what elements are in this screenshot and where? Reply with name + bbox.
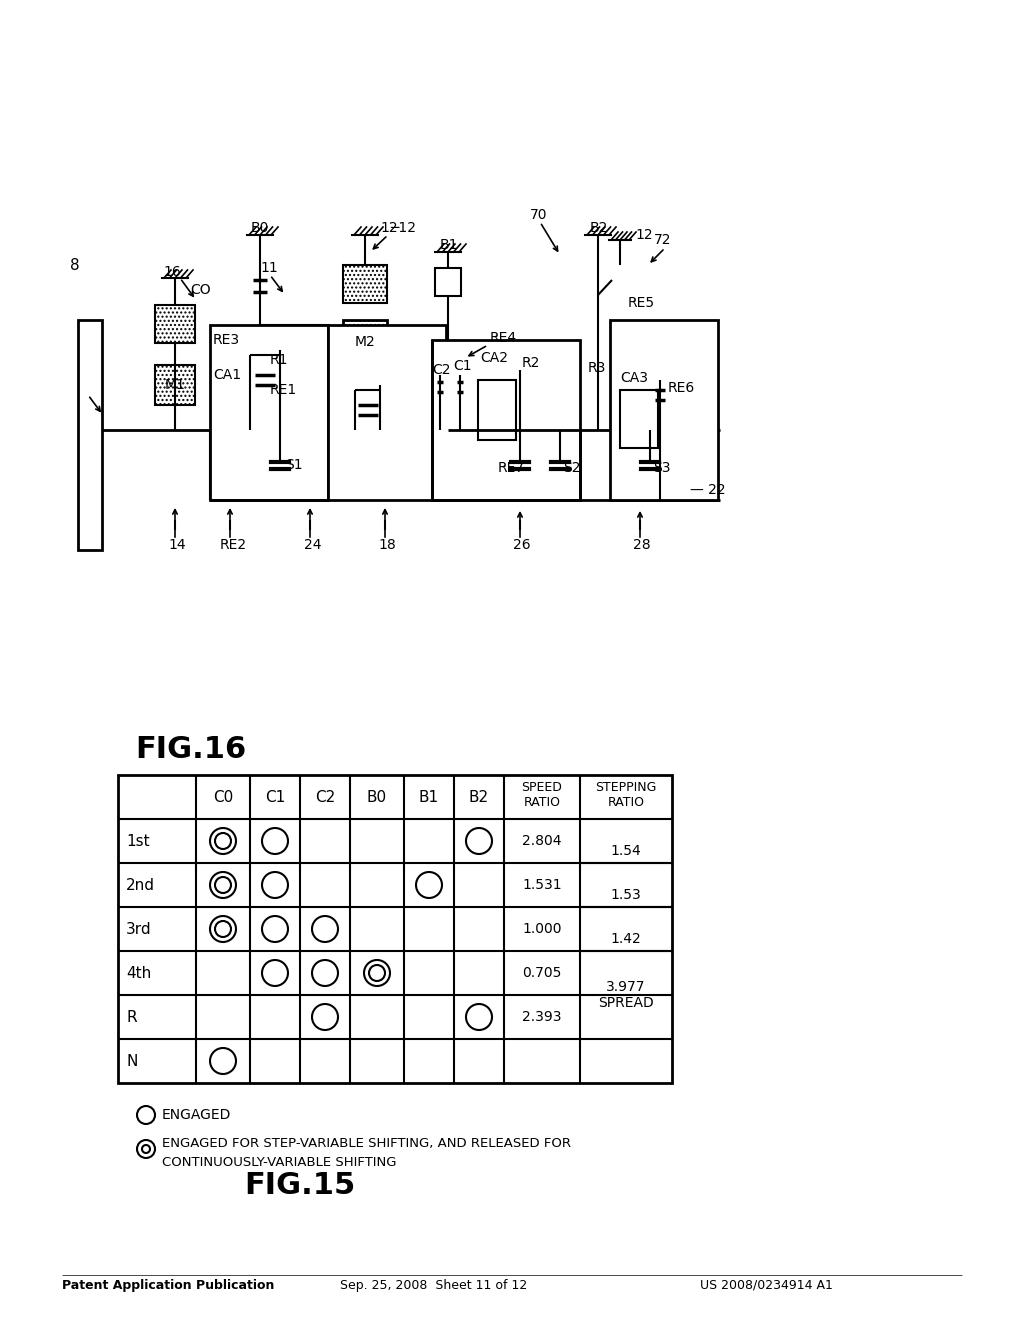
Text: 16: 16 bbox=[163, 265, 181, 279]
Text: — 22: — 22 bbox=[690, 483, 726, 498]
Text: R1: R1 bbox=[270, 352, 289, 367]
Bar bbox=[78, 319, 102, 550]
Text: 1st: 1st bbox=[126, 833, 150, 849]
Text: STEPPING: STEPPING bbox=[595, 781, 656, 793]
Text: 12: 12 bbox=[380, 220, 397, 235]
Text: M2: M2 bbox=[354, 335, 376, 348]
Bar bbox=[328, 325, 446, 500]
Text: CONTINUOUSLY-VARIABLE SHIFTING: CONTINUOUSLY-VARIABLE SHIFTING bbox=[162, 1156, 396, 1170]
Text: CA2: CA2 bbox=[480, 351, 508, 366]
Text: C1: C1 bbox=[265, 789, 285, 804]
Text: 24: 24 bbox=[304, 539, 322, 552]
Text: 14: 14 bbox=[168, 539, 185, 552]
Text: C0: C0 bbox=[213, 789, 233, 804]
Text: RE5: RE5 bbox=[628, 296, 655, 310]
Bar bbox=[118, 775, 672, 1082]
Text: 1.53: 1.53 bbox=[610, 888, 641, 902]
Text: B2: B2 bbox=[590, 220, 608, 235]
Text: B0: B0 bbox=[251, 220, 269, 235]
Text: 1.42: 1.42 bbox=[610, 932, 641, 946]
Bar bbox=[343, 319, 387, 364]
Bar bbox=[478, 380, 516, 440]
Bar bbox=[620, 389, 658, 447]
Text: C2: C2 bbox=[432, 363, 451, 378]
Text: ─12: ─12 bbox=[390, 220, 416, 235]
Text: 18: 18 bbox=[378, 539, 395, 552]
Text: Patent Application Publication: Patent Application Publication bbox=[62, 1279, 274, 1291]
Text: FIG.16: FIG.16 bbox=[135, 735, 246, 764]
Text: B1: B1 bbox=[440, 238, 459, 252]
Text: S1: S1 bbox=[285, 458, 303, 473]
Bar bbox=[343, 265, 387, 304]
Text: 2.393: 2.393 bbox=[522, 1010, 562, 1024]
Text: CO: CO bbox=[190, 282, 211, 297]
Bar bbox=[435, 268, 461, 296]
Text: CA1: CA1 bbox=[213, 368, 241, 381]
Bar bbox=[610, 319, 718, 500]
Bar bbox=[432, 341, 580, 500]
Text: N: N bbox=[126, 1053, 137, 1068]
Text: B1: B1 bbox=[419, 789, 439, 804]
Text: B0: B0 bbox=[367, 789, 387, 804]
Text: SPREAD: SPREAD bbox=[598, 997, 654, 1010]
Text: R: R bbox=[126, 1010, 136, 1024]
Text: R3: R3 bbox=[588, 360, 606, 375]
Text: RE1: RE1 bbox=[270, 383, 297, 397]
Text: RE3: RE3 bbox=[213, 333, 240, 347]
Text: 2.804: 2.804 bbox=[522, 834, 562, 847]
Text: FIG.15: FIG.15 bbox=[245, 1171, 355, 1200]
Text: S2: S2 bbox=[563, 461, 581, 475]
Text: ENGAGED: ENGAGED bbox=[162, 1107, 231, 1122]
Text: RATIO: RATIO bbox=[607, 796, 644, 809]
Text: RE7: RE7 bbox=[498, 461, 525, 475]
Text: 2nd: 2nd bbox=[126, 878, 155, 892]
Bar bbox=[155, 366, 195, 405]
Bar bbox=[210, 325, 328, 500]
Text: 1.531: 1.531 bbox=[522, 878, 562, 892]
Bar bbox=[155, 305, 195, 343]
Text: 4th: 4th bbox=[126, 965, 152, 981]
Text: 1.54: 1.54 bbox=[610, 843, 641, 858]
Text: 70: 70 bbox=[530, 209, 548, 222]
Text: 28: 28 bbox=[633, 539, 650, 552]
Text: RE2: RE2 bbox=[220, 539, 247, 552]
Text: B2: B2 bbox=[469, 789, 489, 804]
Text: 0.705: 0.705 bbox=[522, 966, 562, 979]
Text: SPEED: SPEED bbox=[521, 781, 562, 793]
Text: C1: C1 bbox=[453, 359, 472, 374]
Text: R2: R2 bbox=[522, 356, 541, 370]
Text: CA3: CA3 bbox=[620, 371, 648, 385]
Text: M1: M1 bbox=[165, 378, 185, 392]
Text: 11: 11 bbox=[260, 261, 278, 275]
Text: 1.000: 1.000 bbox=[522, 921, 562, 936]
Text: ENGAGED FOR STEP-VARIABLE SHIFTING, AND RELEASED FOR: ENGAGED FOR STEP-VARIABLE SHIFTING, AND … bbox=[162, 1137, 571, 1150]
Text: S3: S3 bbox=[653, 461, 671, 475]
Text: US 2008/0234914 A1: US 2008/0234914 A1 bbox=[700, 1279, 833, 1291]
Text: RE6: RE6 bbox=[668, 381, 695, 395]
Text: 3.977: 3.977 bbox=[606, 979, 646, 994]
Text: 3rd: 3rd bbox=[126, 921, 152, 936]
Text: 72: 72 bbox=[654, 234, 672, 247]
Text: RE4: RE4 bbox=[490, 331, 517, 345]
Text: 8: 8 bbox=[70, 257, 80, 272]
Text: C2: C2 bbox=[314, 789, 335, 804]
Text: RATIO: RATIO bbox=[523, 796, 560, 809]
Text: 12: 12 bbox=[635, 228, 652, 242]
Text: 26: 26 bbox=[513, 539, 530, 552]
Text: Sep. 25, 2008  Sheet 11 of 12: Sep. 25, 2008 Sheet 11 of 12 bbox=[340, 1279, 527, 1291]
